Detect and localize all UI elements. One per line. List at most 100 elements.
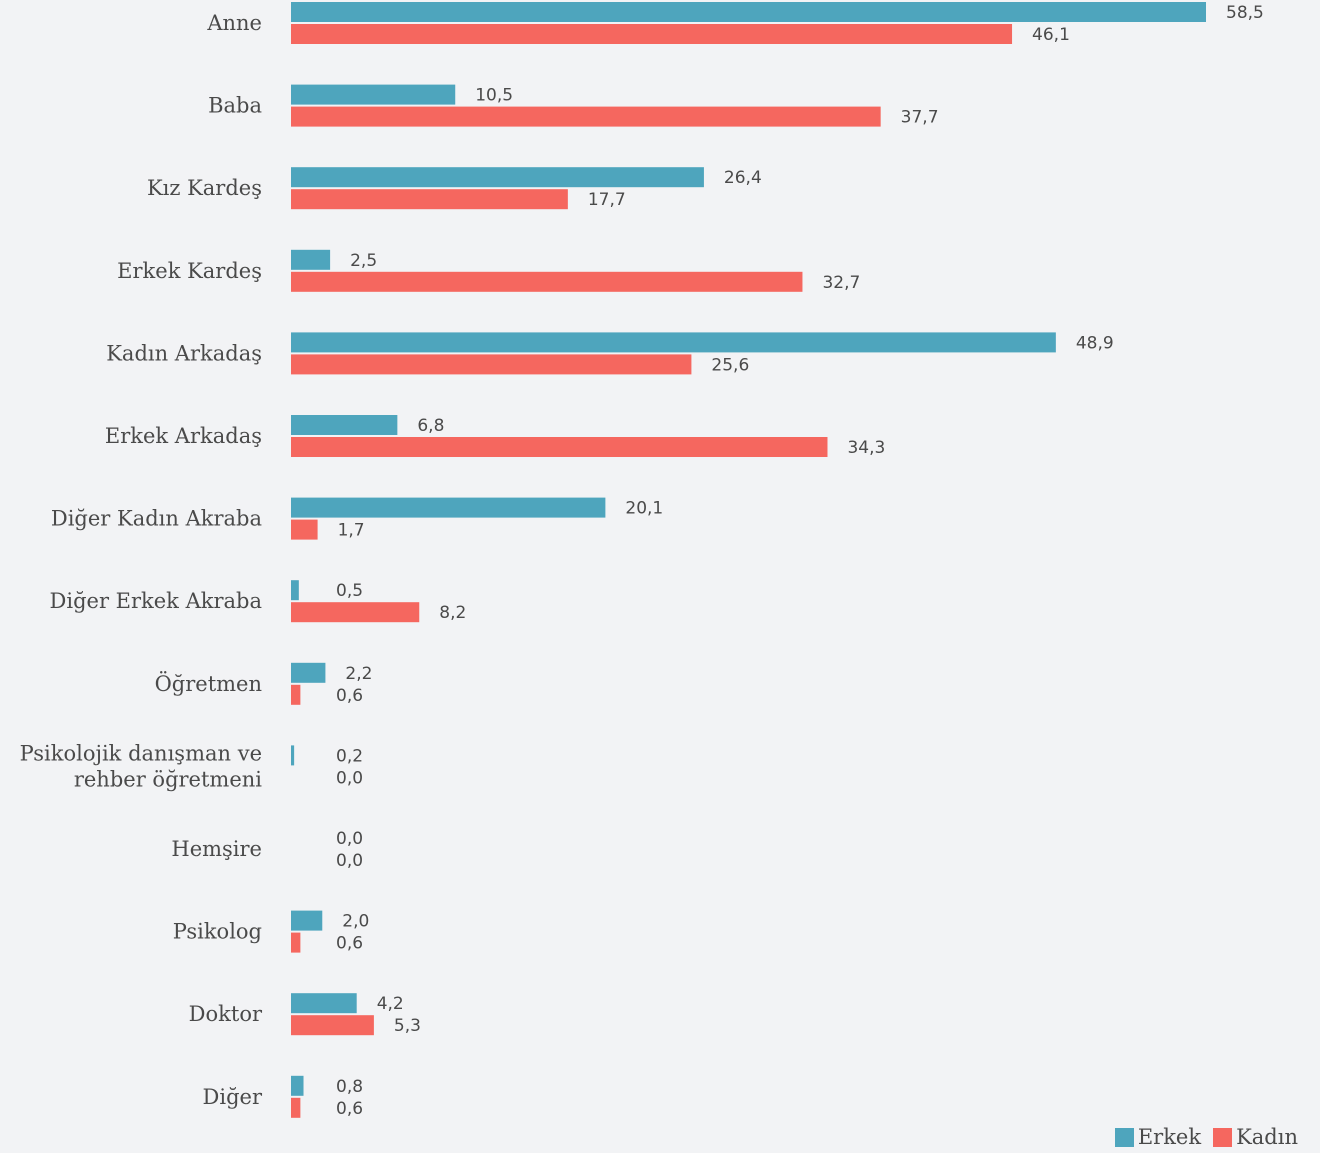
bar-kadin [291, 1097, 301, 1118]
bar-kadin [291, 271, 803, 292]
legend-item-erkek: Erkek [1114, 1125, 1202, 1149]
category-group: Öğretmen 2,20,6 [155, 662, 372, 706]
category-label: Kız Kardeş [147, 176, 262, 200]
bar-erkek [291, 1075, 304, 1096]
category-label-line: Doktor [189, 1002, 263, 1026]
value-label: 0,6 [336, 686, 363, 706]
bar-kadin [291, 519, 318, 540]
category-label: Psikolojik danışman ve rehber öğretmeni [20, 741, 263, 791]
legend-item-kadin: Kadın [1213, 1125, 1298, 1149]
bar-erkek [291, 249, 331, 270]
bar-kadin [291, 932, 301, 953]
category-label: Psikolog [173, 920, 262, 944]
category-label: Baba [208, 94, 262, 118]
category-label-line: Öğretmen [155, 671, 262, 696]
value-label: 48,9 [1076, 333, 1114, 353]
bar-kadin [291, 354, 692, 375]
value-label: 17,7 [588, 190, 626, 210]
value-label: 8,2 [439, 603, 466, 623]
legend-label-kadin: Kadın [1236, 1125, 1298, 1149]
bar-erkek [291, 497, 606, 518]
category-label-line: Baba [208, 94, 262, 118]
category-label: Erkek Kardeş [117, 259, 262, 283]
category-label-line: Psikolojik danışman ve [20, 741, 262, 765]
category-label-line: Diğer [203, 1085, 263, 1109]
legend-label-erkek: Erkek [1137, 1125, 1202, 1149]
category-group: Erkek Arkadaş 6,8 34,3 [105, 415, 885, 458]
bar-erkek [291, 167, 704, 188]
category-label-line: Anne [206, 11, 262, 35]
category-group: Doktor 4,25,3 [189, 993, 421, 1036]
bar-erkek [291, 332, 1056, 353]
category-label: Anne [206, 11, 262, 35]
category-label: Hemşire [171, 837, 262, 861]
bar-kadin [291, 189, 568, 210]
value-label: 25,6 [711, 355, 749, 375]
category-label-line: Diğer Kadın Akraba [51, 507, 262, 531]
category-label-line: Erkek Arkadaş [105, 424, 262, 448]
value-label: 0,0 [336, 829, 363, 849]
bar-erkek [291, 84, 456, 105]
value-label: 26,4 [724, 168, 762, 188]
value-label: 32,7 [822, 273, 860, 293]
category-group: Kadın Arkadaş 48,9 25,6 [106, 332, 1114, 375]
category-label-line: Diğer Erkek Akraba [50, 589, 262, 613]
category-label-line: rehber öğretmeni [74, 767, 262, 791]
bar-kadin [291, 684, 301, 705]
category-group: Diğer 0,80,6 [203, 1075, 363, 1119]
category-group: Psikolog 2,00,6 [173, 910, 369, 954]
value-label: 34,3 [847, 438, 885, 458]
value-label: 2,2 [345, 664, 372, 684]
category-label-line: Psikolog [173, 920, 262, 944]
value-label: 0,0 [336, 851, 363, 871]
bar-kadin [291, 24, 1013, 44]
bar-kadin [291, 602, 420, 623]
value-label: 1,7 [338, 521, 365, 541]
bar-erkek [291, 580, 299, 601]
category-group: Psikolojik danışman ve rehber öğretmeni 0,… [20, 741, 363, 791]
category-group: Diğer Erkek Akraba 0,5 8,2 [50, 580, 466, 623]
bar-erkek [291, 662, 326, 683]
legend: Erkek Kadın [1114, 1125, 1298, 1149]
bar-erkek [291, 415, 398, 435]
category-group: Kız Kardeş 26,4 17,7 [147, 167, 762, 210]
value-label: 0,6 [336, 1099, 363, 1119]
value-label: 4,2 [377, 994, 404, 1014]
category-group: Diğer Kadın Akraba 20,1 1,7 [51, 497, 663, 541]
bar-erkek [291, 910, 323, 931]
value-label: 2,5 [350, 251, 377, 271]
category-label-line: Kız Kardeş [147, 176, 262, 200]
category-label-line: Kadın Arkadaş [106, 341, 262, 365]
category-label: Kadın Arkadaş [106, 341, 262, 365]
category-group: Hemşire 0,00,0 [171, 829, 363, 871]
bar-erkek [291, 745, 295, 766]
bar-kadin [291, 106, 881, 127]
legend-swatch-kadin [1213, 1127, 1233, 1147]
value-label: 2,0 [342, 912, 369, 932]
category-label: Diğer Erkek Akraba [50, 589, 262, 613]
category-label: Diğer [203, 1085, 263, 1109]
value-label: 46,1 [1032, 25, 1070, 45]
category-label-line: Hemşire [171, 837, 262, 861]
bar-kadin [291, 437, 828, 457]
value-label: 37,7 [901, 108, 939, 128]
value-label: 0,0 [336, 768, 363, 788]
bar-kadin [291, 1015, 374, 1036]
value-label: 0,2 [336, 746, 363, 766]
category-label: Erkek Arkadaş [105, 424, 262, 448]
value-label: 0,5 [336, 581, 363, 601]
legend-swatch-erkek [1114, 1127, 1134, 1147]
category-label: Öğretmen [155, 671, 262, 696]
value-label: 10,5 [475, 86, 513, 106]
value-label: 0,6 [336, 934, 363, 954]
category-label: Doktor [189, 1002, 263, 1026]
category-group: Baba 10,5 37,7 [208, 84, 939, 128]
value-label: 6,8 [417, 416, 444, 436]
category-label-line: Erkek Kardeş [117, 259, 262, 283]
bar-erkek [291, 2, 1206, 22]
value-label: 58,5 [1226, 3, 1264, 23]
value-label: 5,3 [394, 1016, 421, 1036]
category-label: Diğer Kadın Akraba [51, 507, 262, 531]
bar-erkek [291, 993, 357, 1014]
